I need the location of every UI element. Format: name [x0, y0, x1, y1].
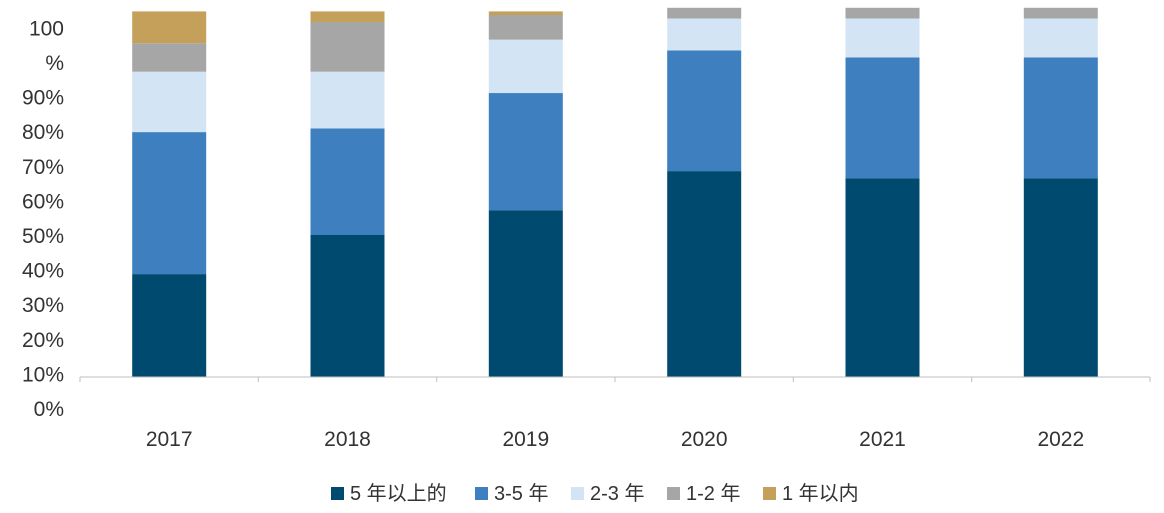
bar-segment-2018-series-0	[310, 235, 385, 377]
x-axis-tick-labels: 2017 2018 2019 2020 2021 2022	[146, 428, 1084, 451]
y-tick-label: 70%	[22, 156, 64, 179]
y-tick-label: 20%	[22, 329, 64, 352]
y-tick-label: 80%	[22, 121, 64, 144]
legend-swatch	[475, 487, 488, 500]
bar-segment-2021-series-0	[845, 178, 920, 377]
bar-segment-2019-series-2	[488, 39, 563, 94]
y-tick-label: 40%	[22, 260, 64, 283]
legend-label: 3-5 年	[494, 482, 548, 505]
bar-segment-2022-series-1	[1023, 57, 1098, 179]
bar-segment-2021-series-2	[845, 18, 920, 58]
bar-segment-2017-series-4	[132, 11, 207, 44]
bar-segment-2017-series-3	[132, 43, 207, 72]
bar-segment-2017-series-0	[132, 274, 207, 377]
bar-segment-2018-series-2	[310, 71, 385, 129]
bar-segment-2022-series-3	[1023, 7, 1098, 19]
bar-segment-2018-series-4	[310, 11, 385, 22]
y-axis-tick-labels: 0% 10% 20% 30% 40% 50% 60% 70% 80% 90%% 100	[22, 17, 64, 421]
bar-segment-2020-series-1	[667, 50, 742, 172]
legend-swatch	[667, 487, 680, 500]
y-tick-label: %	[45, 52, 64, 75]
y-tick-label: 60%	[22, 190, 64, 213]
legend-label: 1-2 年	[686, 482, 740, 505]
bar-segment-2019-series-4	[488, 11, 563, 15]
bar-segment-2017-series-1	[132, 132, 207, 275]
x-tick-label: 2022	[1037, 428, 1084, 451]
x-tick-label: 2017	[146, 428, 193, 451]
legend-swatch	[763, 487, 776, 500]
y-tick-label: 50%	[22, 225, 64, 248]
legend-label: 2-3 年	[590, 482, 644, 505]
legend: 5 年以上的 3-5 年 2-3 年 1-2 年 1 年以内	[331, 482, 859, 505]
bar-segment-2019-series-3	[488, 14, 563, 40]
legend-label: 5 年以上的	[350, 482, 447, 505]
bar-segment-2021-series-1	[845, 57, 920, 179]
bar-segment-2022-series-2	[1023, 18, 1098, 58]
bar-segment-2019-series-1	[488, 93, 563, 211]
bar-segment-2019-series-0	[488, 210, 563, 377]
bar-segment-2020-series-2	[667, 18, 742, 51]
bar-segment-2020-series-3	[667, 7, 742, 19]
x-tick-label: 2020	[681, 428, 728, 451]
legend-swatch	[331, 487, 344, 500]
bars-group	[132, 7, 1098, 377]
bar-segment-2017-series-2	[132, 71, 207, 133]
bar-segment-2018-series-1	[310, 128, 385, 235]
y-tick-label: 30%	[22, 294, 64, 317]
bar-segment-2020-series-0	[667, 171, 742, 377]
x-tick-label: 2021	[859, 428, 906, 451]
x-tick-label: 2018	[324, 428, 371, 451]
y-tick-label: 90%	[22, 87, 64, 110]
bar-segment-2022-series-0	[1023, 178, 1098, 377]
x-tick-label: 2019	[502, 428, 549, 451]
y-tick-label: 10%	[22, 363, 64, 386]
y-tick-label: 0%	[34, 398, 64, 421]
x-axis-tick-marks	[79, 377, 1151, 382]
bar-segment-2021-series-3	[845, 7, 920, 19]
y-tick-label: 100	[29, 17, 64, 40]
legend-label: 1 年以内	[782, 482, 859, 505]
bar-segment-2018-series-3	[310, 22, 385, 72]
legend-swatch	[571, 487, 584, 500]
